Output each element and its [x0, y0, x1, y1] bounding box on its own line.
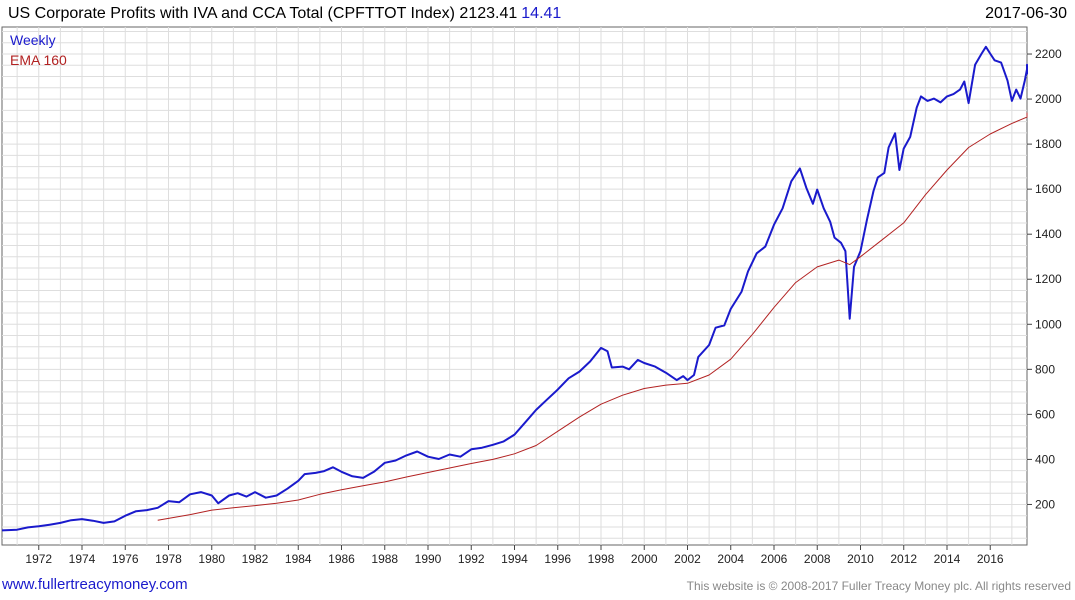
footer-site-link[interactable]: www.fullertreacymoney.com	[2, 576, 188, 593]
x-tick-label: 1978	[155, 552, 182, 566]
gridlines	[2, 27, 1027, 545]
x-tick-label: 1984	[285, 552, 312, 566]
y-tick-label: 1600	[1035, 182, 1062, 196]
x-tick-label: 1998	[588, 552, 615, 566]
x-tick-label: 1990	[415, 552, 442, 566]
legend-ema: EMA 160	[10, 52, 67, 68]
x-tick-label: 1972	[25, 552, 52, 566]
y-tick-label: 200	[1035, 497, 1055, 511]
chart-date: 2017-06-30	[985, 5, 1067, 22]
x-tick-label: 2010	[847, 552, 874, 566]
y-tick-label: 1800	[1035, 137, 1062, 151]
price-change: 14.41	[521, 5, 562, 22]
x-tick-label: 2016	[977, 552, 1004, 566]
y-tick-label: 800	[1035, 362, 1055, 376]
x-axis-ticks: 1972 1974 1976 1978 1980 1982 1984 1986 1988 1990…	[25, 545, 1004, 566]
legend-weekly: Weekly	[10, 32, 56, 48]
x-tick-label: 1988	[371, 552, 398, 566]
y-tick-label: 2000	[1035, 92, 1062, 106]
x-tick-label: 1980	[198, 552, 225, 566]
x-tick-label: 2002	[674, 552, 701, 566]
y-tick-label: 400	[1035, 452, 1055, 466]
series-lines	[1, 45, 1028, 532]
x-tick-label: 1996	[544, 552, 571, 566]
x-tick-label: 2006	[761, 552, 788, 566]
x-tick-label: 2008	[804, 552, 831, 566]
x-tick-label: 1974	[69, 552, 96, 566]
ema-series-line	[157, 112, 1028, 521]
x-tick-label: 2000	[631, 552, 658, 566]
x-tick-label: 2004	[717, 552, 744, 566]
y-tick-label: 600	[1035, 407, 1055, 421]
x-tick-label: 1982	[242, 552, 269, 566]
footer-copyright: This website is © 2008-2017 Fuller Treac…	[686, 579, 1071, 593]
y-tick-label: 1400	[1035, 227, 1062, 241]
x-tick-label: 2012	[890, 552, 917, 566]
y-axis-ticks: 200 400 600 800 1000 1200 1400 1600 1800 2000 2200	[1027, 47, 1062, 511]
y-tick-label: 1200	[1035, 272, 1062, 286]
chart-title: US Corporate Profits with IVA and CCA To…	[8, 5, 561, 23]
x-tick-label: 1976	[112, 552, 139, 566]
y-tick-label: 1000	[1035, 317, 1062, 331]
x-tick-label: 1994	[501, 552, 528, 566]
title-text: US Corporate Profits with IVA and CCA To…	[8, 5, 518, 22]
x-tick-label: 2014	[934, 552, 961, 566]
weekly-series-line	[1, 45, 1028, 532]
y-tick-label: 2200	[1035, 47, 1062, 61]
x-tick-label: 1992	[458, 552, 485, 566]
x-tick-label: 1986	[328, 552, 355, 566]
